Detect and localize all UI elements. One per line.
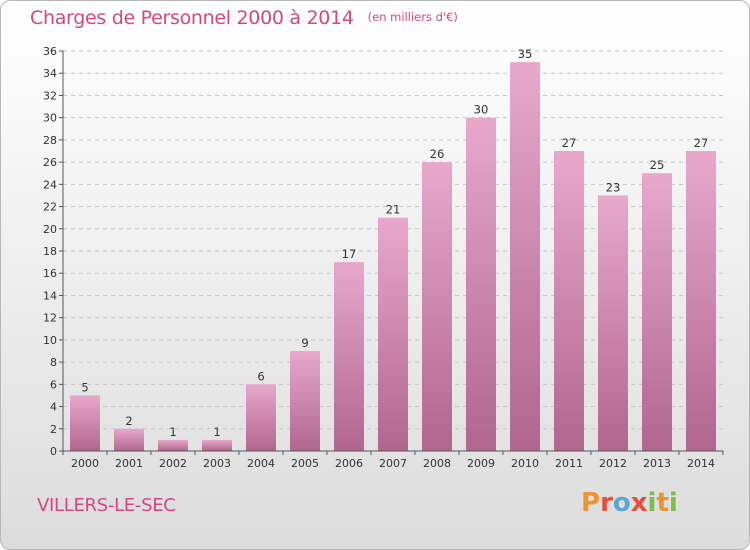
bar [554,151,584,451]
bar [378,217,408,451]
bars [70,62,716,452]
data-label: 6 [257,369,264,383]
y-tick-label: 30 [43,112,57,125]
x-tick-label: 2000 [71,457,99,470]
x-tick-label: 2011 [555,457,583,470]
x-tick-label: 2004 [247,457,275,470]
chart-title: Charges de Personnel 2000 à 2014 [30,7,354,29]
logo-letter: r [600,488,613,518]
bar [202,439,232,451]
y-tick-label: 18 [43,245,57,258]
proxiti-logo: Proxiti [581,488,678,518]
y-tick-label: 10 [43,334,57,347]
logo-letter: t [656,488,669,518]
logo-letter: x [630,488,648,518]
logo-letter: i [647,488,657,518]
data-label: 27 [562,136,577,150]
data-label: 23 [606,180,621,194]
data-label: 17 [342,247,357,261]
data-label: 2 [125,414,132,428]
y-tick-label: 32 [43,89,57,102]
chart-subtitle: (en milliers d'€) [367,10,458,24]
y-tick-label: 20 [43,223,57,236]
y-tick-label: 12 [43,312,57,325]
bar [158,439,188,451]
data-label: 25 [650,158,665,172]
bar [70,395,100,451]
bar [466,117,496,452]
data-label: 9 [301,336,308,350]
x-tick-label: 2003 [203,457,231,470]
data-label: 21 [386,203,401,217]
data-label: 1 [169,425,176,439]
x-tick-label: 2006 [335,457,363,470]
y-tick-label: 28 [43,134,57,147]
logo-letter: P [581,488,601,518]
y-tick-label: 8 [50,356,57,369]
bar [510,62,540,451]
labels: 0246810121416182022242628303234365200022… [43,45,715,470]
x-tick-label: 2008 [423,457,451,470]
logo-letter: i [668,488,678,518]
axes [59,50,724,455]
x-tick-label: 2010 [511,457,539,470]
x-tick-label: 2014 [687,457,715,470]
data-label: 27 [694,136,709,150]
bar [642,173,672,451]
y-tick-label: 34 [43,67,57,80]
commune-name: VILLERS-LE-SEC [37,495,176,516]
bar [246,384,276,451]
x-tick-label: 2012 [599,457,627,470]
x-tick-label: 2002 [159,457,187,470]
y-tick-label: 6 [50,378,57,391]
x-tick-label: 2007 [379,457,407,470]
data-label: 5 [81,380,88,394]
y-tick-label: 14 [43,289,57,302]
y-tick-label: 2 [50,423,57,436]
data-label: 1 [213,425,220,439]
bar [290,351,320,451]
y-tick-label: 24 [43,178,57,191]
bar [422,162,452,451]
bar [598,195,628,451]
y-tick-label: 22 [43,201,57,214]
y-tick-label: 4 [50,401,57,414]
data-label: 26 [430,147,445,161]
x-tick-label: 2013 [643,457,671,470]
y-tick-label: 0 [50,445,57,458]
x-tick-label: 2001 [115,457,143,470]
bar [114,428,144,451]
data-label: 30 [474,103,489,117]
y-tick-label: 26 [43,156,57,169]
y-tick-label: 16 [43,267,57,280]
y-tick-label: 36 [43,45,57,58]
x-tick-label: 2005 [291,457,319,470]
bar [686,151,716,451]
logo-letter: o [612,488,631,518]
data-label: 35 [518,47,533,61]
title-row: Charges de Personnel 2000 à 2014 (en mill… [30,7,458,29]
bar [334,262,364,451]
x-tick-label: 2009 [467,457,495,470]
